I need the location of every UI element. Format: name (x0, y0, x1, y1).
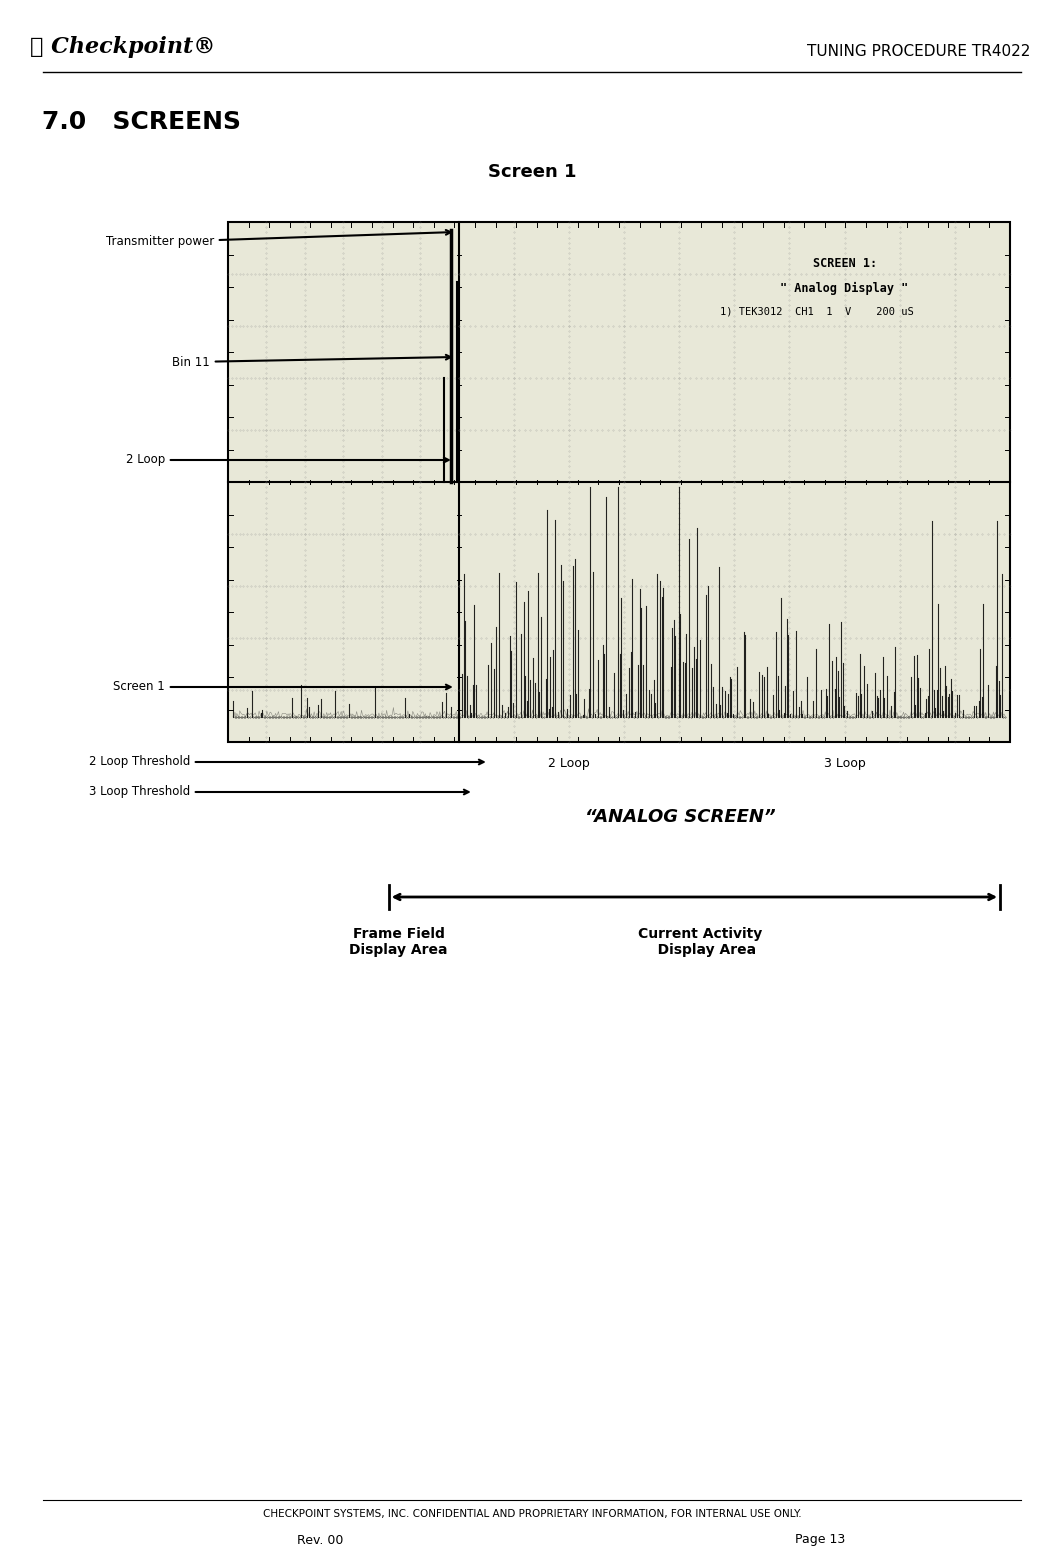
Text: ☑ Checkpoint®: ☑ Checkpoint® (30, 36, 216, 58)
Text: “ANALOG SCREEN”: “ANALOG SCREEN” (585, 808, 776, 826)
Text: Current Activity
   Display Area: Current Activity Display Area (638, 926, 762, 958)
Text: Screen 1: Screen 1 (487, 162, 577, 181)
Text: Screen 1: Screen 1 (113, 681, 450, 694)
Text: Page 13: Page 13 (795, 1534, 845, 1546)
Text: SCREEN 1:: SCREEN 1: (813, 258, 877, 270)
Text: 1) TEK3012  CH1  1  V    200 uS: 1) TEK3012 CH1 1 V 200 uS (720, 308, 914, 317)
Text: 2 Loop: 2 Loop (126, 453, 449, 467)
Text: " Analog Display ": " Analog Display " (781, 283, 909, 295)
Text: CHECKPOINT SYSTEMS, INC. CONFIDENTIAL AND PROPRIETARY INFORMATION, FOR INTERNAL : CHECKPOINT SYSTEMS, INC. CONFIDENTIAL AN… (263, 1509, 801, 1518)
Text: Transmitter power: Transmitter power (105, 230, 450, 248)
Text: Rev. 00: Rev. 00 (297, 1534, 344, 1546)
Text: TUNING PROCEDURE TR4022: TUNING PROCEDURE TR4022 (807, 44, 1030, 59)
Text: 2 Loop Threshold: 2 Loop Threshold (88, 756, 483, 769)
Text: 3 Loop Threshold: 3 Loop Threshold (88, 786, 468, 798)
Bar (228, 222, 1010, 742)
Text: Bin 11: Bin 11 (172, 355, 450, 369)
Text: 7.0   SCREENS: 7.0 SCREENS (41, 109, 242, 134)
Text: 3 Loop: 3 Loop (824, 758, 865, 770)
Text: Frame Field
Display Area: Frame Field Display Area (349, 926, 448, 958)
Text: 2 Loop: 2 Loop (548, 758, 589, 770)
